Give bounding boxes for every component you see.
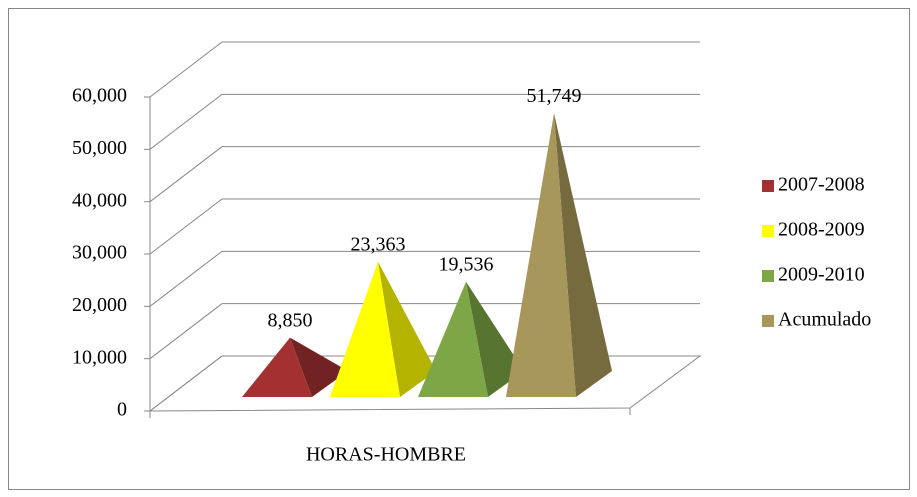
pyramid — [506, 113, 612, 397]
pyramid-front — [330, 261, 400, 397]
y-tick-label: 50,000 — [72, 137, 127, 159]
y-tick-label: 10,000 — [72, 346, 127, 368]
legend-label: 2007-2008 — [778, 174, 865, 196]
pyramid — [330, 261, 436, 397]
pyramid — [418, 281, 524, 397]
pyramid-side — [554, 113, 612, 397]
legend-swatch — [762, 225, 774, 237]
legend-label: 2009-2010 — [778, 264, 865, 286]
legend-swatch — [762, 270, 774, 282]
grid-line — [149, 41, 700, 98]
grid-line — [149, 93, 700, 150]
value-label: 19,536 — [439, 253, 494, 275]
chart-frame — [8, 8, 910, 490]
pyramid-front — [506, 113, 576, 397]
y-tick-label: 40,000 — [72, 189, 127, 211]
pyramid-side — [466, 281, 524, 397]
y-tick-label: 60,000 — [72, 85, 127, 107]
y-tick-label: 0 — [117, 399, 127, 421]
pyramid — [242, 337, 348, 397]
pyramid-side — [290, 337, 348, 397]
legend-swatch — [762, 180, 774, 192]
value-label: 8,850 — [268, 309, 313, 331]
pyramid-front — [242, 337, 312, 397]
value-label: 51,749 — [527, 85, 582, 107]
pyramid-side — [378, 261, 436, 397]
value-label: 23,363 — [351, 233, 406, 255]
y-tick-label: 20,000 — [72, 294, 127, 316]
x-category-label: HORAS-HOMBRE — [306, 444, 466, 466]
y-tick-label: 30,000 — [72, 242, 127, 264]
legend-label: Acumulado — [778, 309, 871, 331]
legend-label: 2008-2009 — [778, 219, 865, 241]
legend-swatch — [762, 315, 774, 327]
pyramid-front — [418, 281, 488, 397]
grid-line — [149, 146, 700, 203]
